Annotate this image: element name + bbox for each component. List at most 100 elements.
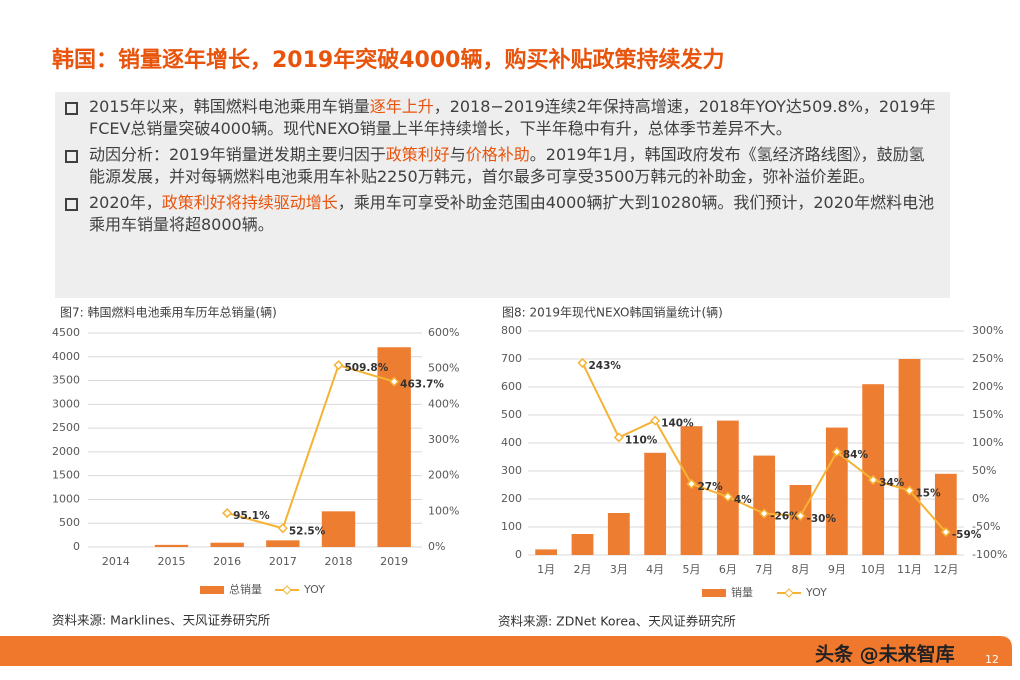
chart-title: 图8: 2019年现代NEXO韩国销量统计(辆) bbox=[502, 305, 723, 320]
bar bbox=[934, 473, 957, 555]
yoy-marker bbox=[613, 432, 624, 443]
legend-swatch bbox=[702, 589, 726, 597]
x-tick-label: 2014 bbox=[102, 555, 130, 568]
legend-label: 总销量 bbox=[229, 582, 262, 596]
page-number: 12 bbox=[985, 653, 999, 666]
data-label: 110% bbox=[625, 434, 658, 446]
yoy-marker bbox=[650, 415, 661, 426]
bullet-box: 2015年以来，韩国燃料电池乘用车销量逐年上升，2018−2019连续2年保持高… bbox=[55, 92, 950, 298]
source: 资料来源: ZDNet Korea、天风证券研究所 bbox=[498, 614, 736, 629]
yoy-marker bbox=[686, 478, 697, 489]
legend-swatch bbox=[200, 586, 224, 594]
legend-label: YOY bbox=[303, 583, 325, 596]
x-tick-label: 1月 bbox=[537, 563, 555, 576]
bullet: 动因分析：2019年销量迸发期主要归因于政策利好与价格补助。2019年1月，韩国… bbox=[65, 144, 940, 188]
yoy-marker bbox=[222, 508, 233, 519]
y-tick-label: 400 bbox=[501, 436, 522, 449]
y-tick-label: 2500 bbox=[52, 421, 80, 434]
y2-tick-label: 600% bbox=[428, 326, 459, 339]
y2-tick-label: 250% bbox=[972, 352, 1003, 365]
x-tick-label: 7月 bbox=[755, 563, 773, 576]
y2-tick-label: 500% bbox=[428, 362, 459, 375]
y-tick-label: 200 bbox=[501, 492, 522, 505]
data-label: 140% bbox=[661, 418, 694, 430]
yoy-marker bbox=[333, 360, 344, 371]
yoy-marker bbox=[577, 357, 588, 368]
x-tick-label: 2016 bbox=[213, 555, 241, 568]
bar bbox=[825, 427, 848, 555]
y-tick-label: 1000 bbox=[52, 492, 80, 505]
data-label: -30% bbox=[807, 513, 837, 525]
y-tick-label: 4500 bbox=[52, 326, 80, 339]
y-tick-label: 1500 bbox=[52, 469, 80, 482]
text: 与 bbox=[449, 145, 466, 164]
yoy-marker bbox=[940, 526, 951, 538]
data-label: 15% bbox=[916, 488, 942, 500]
data-label: 243% bbox=[589, 360, 622, 372]
y2-tick-label: 200% bbox=[428, 469, 459, 482]
highlight: 价格补助 bbox=[465, 145, 530, 164]
highlight: 政策利好将持续驱动增长 bbox=[161, 193, 338, 212]
bar bbox=[862, 384, 885, 555]
source: 资料来源: Marklines、天风证券研究所 bbox=[52, 613, 270, 628]
x-tick-label: 10月 bbox=[861, 563, 886, 576]
chart-title: 图7: 韩国燃料电池乘用车历年总销量(辆) bbox=[60, 305, 277, 320]
x-tick-label: 2015 bbox=[158, 555, 186, 568]
y-tick-label: 800 bbox=[501, 324, 522, 337]
data-label: 27% bbox=[698, 481, 724, 493]
yoy-marker bbox=[831, 446, 842, 458]
x-tick-label: 8月 bbox=[792, 563, 810, 576]
yoy-marker bbox=[904, 485, 915, 496]
text: ，乘用车可享受补助金范围由4000辆扩大到10280辆。我们预计，2020年燃料… bbox=[89, 193, 935, 234]
y2-tick-label: 200% bbox=[972, 380, 1003, 393]
x-tick-label: 4月 bbox=[646, 563, 664, 576]
highlight: 政策利好 bbox=[385, 145, 450, 164]
data-label: 509.8% bbox=[345, 362, 389, 374]
data-label: 95.1% bbox=[233, 510, 270, 522]
y-tick-label: 300 bbox=[501, 464, 522, 477]
yoy-marker bbox=[722, 491, 733, 502]
data-label: 4% bbox=[734, 494, 752, 506]
legend-label: YOY bbox=[805, 586, 827, 599]
yoy-marker bbox=[795, 510, 806, 521]
y2-tick-label: 150% bbox=[972, 408, 1003, 421]
x-tick-label: 5月 bbox=[683, 563, 701, 576]
x-tick-label: 6月 bbox=[719, 563, 737, 576]
data-label: 463.7% bbox=[400, 379, 444, 391]
y-tick-label: 2000 bbox=[52, 445, 80, 458]
bar bbox=[753, 455, 776, 555]
yoy-marker bbox=[389, 376, 400, 387]
footer-brand: 头条 @未来智库 bbox=[815, 643, 955, 666]
legend-swatch bbox=[282, 585, 292, 595]
x-tick-label: 11月 bbox=[897, 563, 922, 576]
y-tick-label: 3000 bbox=[52, 397, 80, 410]
bullet: 2020年，政策利好将持续驱动增长，乘用车可享受补助金范围由4000辆扩大到10… bbox=[65, 192, 940, 236]
y2-tick-label: 400% bbox=[428, 397, 459, 410]
yoy-marker bbox=[759, 508, 770, 519]
y2-tick-label: 50% bbox=[972, 464, 996, 477]
y-tick-label: 4000 bbox=[52, 350, 80, 363]
highlight: 逐年上升 bbox=[369, 97, 434, 116]
data-label: -59% bbox=[952, 529, 982, 541]
yoy-marker bbox=[277, 523, 288, 534]
x-tick-label: 2019 bbox=[380, 555, 408, 568]
y-tick-label: 600 bbox=[501, 380, 522, 393]
y2-tick-label: -50% bbox=[972, 520, 1000, 533]
bar bbox=[321, 511, 356, 547]
bullet: 2015年以来，韩国燃料电池乘用车销量逐年上升，2018−2019连续2年保持高… bbox=[65, 96, 940, 140]
x-tick-label: 3月 bbox=[610, 563, 628, 576]
y2-tick-label: 0% bbox=[428, 540, 445, 553]
y-tick-label: 100 bbox=[501, 520, 522, 533]
yoy-marker bbox=[868, 474, 879, 486]
footer-bar bbox=[0, 636, 1012, 666]
bar bbox=[644, 452, 667, 555]
y2-tick-label: 100% bbox=[972, 436, 1003, 449]
x-tick-label: 9月 bbox=[828, 563, 846, 576]
y2-tick-label: 0% bbox=[972, 492, 989, 505]
bar bbox=[535, 549, 558, 555]
x-tick-label: 12月 bbox=[933, 563, 958, 576]
bar bbox=[154, 544, 189, 547]
text: 动因分析：2019年销量迸发期主要归因于 bbox=[89, 145, 386, 164]
